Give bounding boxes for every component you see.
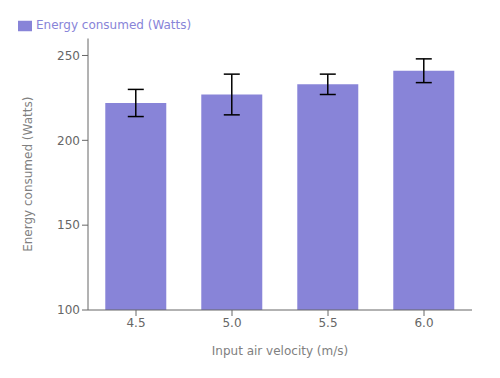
svg-text:150: 150 xyxy=(57,218,80,232)
svg-text:5.0: 5.0 xyxy=(222,316,241,330)
svg-text:6.0: 6.0 xyxy=(414,316,433,330)
svg-text:5.5: 5.5 xyxy=(318,316,337,330)
svg-text:200: 200 xyxy=(57,134,80,148)
svg-text:Input air velocity (m/s): Input air velocity (m/s) xyxy=(212,344,348,358)
html-text:Energy consumed (Watts): Energy consumed (Watts) xyxy=(36,18,192,32)
svg-text:4.5: 4.5 xyxy=(126,316,145,330)
svg-text:100: 100 xyxy=(57,303,80,317)
svg-text:250: 250 xyxy=(57,49,80,63)
svg-text:Energy consumed (Watts): Energy consumed (Watts) xyxy=(21,97,35,252)
